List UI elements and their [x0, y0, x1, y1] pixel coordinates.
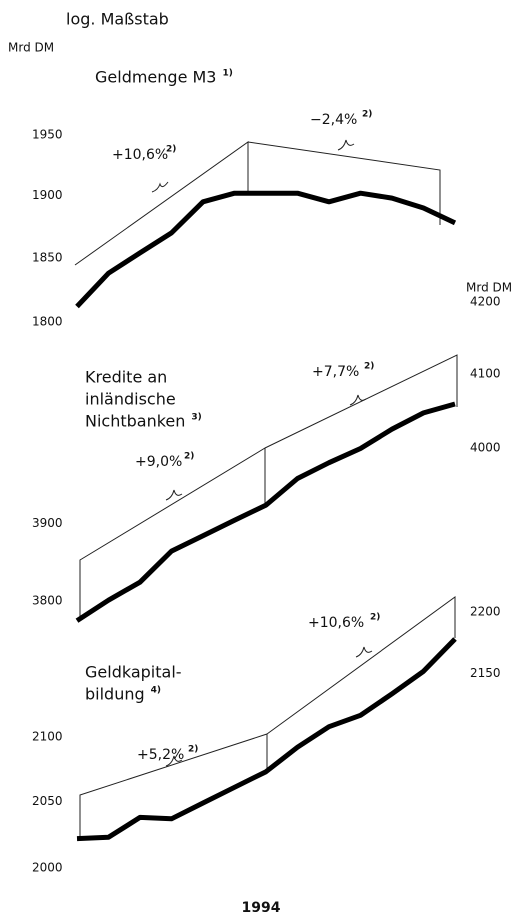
y2-tick-label: 2200 — [470, 605, 501, 619]
panel-title: Geldmenge M3 — [95, 68, 216, 87]
y-tick-label: 2050 — [32, 794, 63, 808]
y-tick-label: 3900 — [32, 516, 63, 530]
panel-title: Geldkapital- — [85, 663, 182, 682]
trend-bracket — [79, 596, 456, 840]
data-line — [76, 637, 457, 842]
brace — [337, 139, 355, 151]
y2-tick-label: 4200 — [470, 295, 501, 309]
annotation: +9,0% — [135, 454, 182, 470]
panel-title: Nichtbanken — [85, 412, 185, 431]
annotation: +7,7% — [312, 364, 359, 380]
y-tick-label: 1850 — [32, 250, 63, 264]
brace — [349, 394, 367, 406]
y-tick-label: 2100 — [32, 729, 63, 743]
data-line — [75, 190, 457, 309]
annotation-note: 2) — [370, 613, 380, 623]
y-tick-label: 1900 — [32, 188, 63, 202]
brace — [165, 489, 183, 501]
y2-tick-label: 4100 — [470, 366, 501, 380]
brace — [165, 755, 183, 767]
annotation: −2,4% — [310, 112, 357, 128]
annotation: +10,6% — [112, 147, 168, 163]
scale-note: log. Maßstab — [66, 10, 169, 29]
y-tick-label: 2000 — [32, 861, 63, 875]
trend-bracket — [79, 354, 458, 620]
y2-tick-label: 2150 — [470, 666, 501, 680]
data-line — [75, 401, 456, 623]
y-tick-label: 3800 — [32, 594, 63, 608]
annotation: +5,2% — [137, 747, 184, 763]
annotation-note: 2) — [184, 452, 194, 462]
trend-bracket — [74, 141, 441, 266]
title-note: 4) — [151, 686, 161, 696]
y-axis-label: Mrd DM — [8, 41, 54, 55]
title-note: 3) — [191, 413, 201, 423]
y2-axis-label: Mrd DM — [466, 281, 512, 295]
x-axis-label: 1994 — [242, 900, 281, 916]
annotation: +10,6% — [308, 615, 364, 631]
brace — [355, 646, 373, 658]
title-note: 1) — [222, 69, 232, 79]
panel-title: bildung — [85, 685, 145, 704]
annotation-note: 2) — [188, 745, 198, 755]
panel-title: Kredite an — [85, 368, 167, 387]
y2-tick-label: 4000 — [470, 440, 501, 454]
panel-title: inländische — [85, 390, 176, 409]
annotation-note: 2) — [364, 362, 374, 372]
brace — [151, 181, 169, 193]
y-tick-label: 1800 — [32, 315, 63, 329]
y-tick-label: 1950 — [32, 128, 63, 142]
annotation-note: 2) — [166, 145, 176, 155]
annotation-note: 2) — [362, 110, 372, 120]
